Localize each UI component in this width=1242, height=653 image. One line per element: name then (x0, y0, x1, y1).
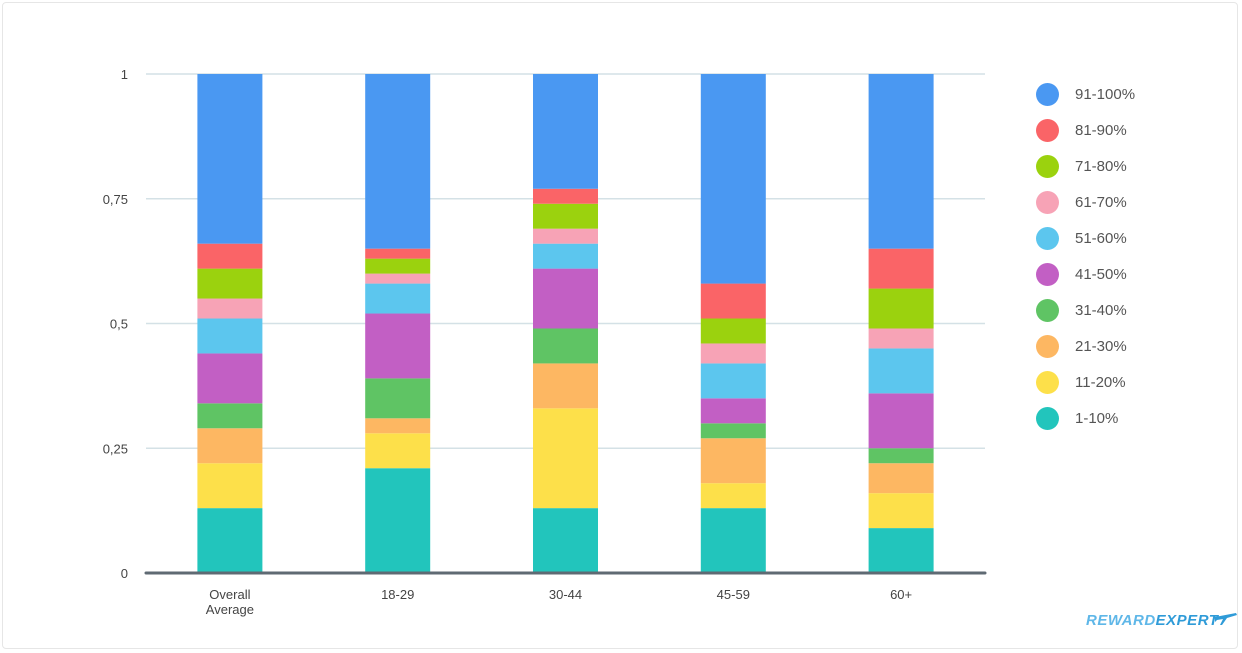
bar-segment (365, 313, 431, 379)
legend-item: 11-20% (1036, 364, 1135, 400)
legend-label: 41-50% (1075, 265, 1127, 283)
legend-label: 11-20% (1075, 373, 1126, 391)
legend-item: 51-60% (1036, 220, 1135, 256)
legend-swatch (1036, 370, 1059, 394)
bar-segment (365, 273, 431, 284)
bar-segment (533, 268, 598, 329)
legend-item: 1-10% (1036, 400, 1135, 436)
bar-segment (365, 468, 431, 573)
bar-segment (533, 203, 598, 229)
legend-label: 1-10% (1075, 409, 1119, 427)
bar-segment (868, 493, 934, 529)
bar-segment (868, 288, 934, 329)
bar-segment (700, 363, 766, 399)
legend-swatch (1036, 334, 1059, 358)
logo-text-expert: EXPERT (1155, 612, 1219, 629)
legend-label: 61-70% (1075, 193, 1127, 211)
legend-swatch (1036, 82, 1059, 106)
bar-segment (700, 508, 766, 573)
bar-segment (533, 363, 598, 409)
bar-segment (365, 378, 431, 419)
y-tick-label: 0,25 (103, 441, 128, 456)
y-tick-label: 0,5 (110, 317, 128, 332)
bar-segment (365, 433, 431, 469)
bar-segment (700, 423, 766, 439)
bar-segment (197, 428, 263, 464)
legend-label: 71-80% (1075, 157, 1127, 175)
legend-swatch (1036, 226, 1059, 250)
legend-label: 81-90% (1075, 121, 1127, 139)
bar-segment (197, 243, 263, 269)
bar-segment (533, 243, 598, 269)
bar-segment (197, 74, 263, 244)
legend-item: 81-90% (1036, 112, 1135, 148)
bar-segment (533, 74, 598, 189)
bar-segment (700, 483, 766, 509)
bar-segment (700, 318, 766, 344)
legend-label: 91-100% (1075, 85, 1136, 103)
bar-segment (197, 298, 263, 319)
y-tick-label: 0,75 (103, 192, 128, 207)
bar-segment (868, 248, 934, 289)
x-tick-label: 18-29 (381, 587, 414, 602)
legend-label: 51-60% (1075, 229, 1127, 247)
bar-segment (868, 74, 934, 249)
legend-swatch (1036, 262, 1059, 286)
legend-item: 61-70% (1036, 184, 1135, 220)
bar-segment (533, 408, 598, 509)
bar-segment (868, 463, 934, 494)
legend-item: 91-100% (1036, 76, 1135, 112)
bar-segment (868, 328, 934, 349)
logo-text-reward: REWARD (1086, 612, 1156, 629)
bar-segment (700, 283, 766, 319)
bar-segment (365, 74, 431, 249)
legend-label: 31-40% (1075, 301, 1127, 319)
bar-segment (533, 228, 598, 244)
legend-swatch (1036, 118, 1059, 142)
bar-segment (533, 188, 598, 204)
legend-label: 21-30% (1075, 337, 1127, 355)
bar-segment (868, 528, 934, 573)
legend-swatch (1036, 298, 1059, 322)
rewardexpert-logo: REWARD EXPERT (1086, 612, 1238, 629)
bar-segment (700, 438, 766, 484)
y-tick-label: 0 (121, 566, 128, 581)
bar-segment (533, 328, 598, 364)
legend-item: 21-30% (1036, 328, 1135, 364)
x-tick-label: 60+ (890, 587, 912, 602)
bar-segment (197, 508, 263, 573)
bar-segment (197, 318, 263, 354)
bar-segment (365, 283, 431, 314)
legend-swatch (1036, 406, 1059, 430)
bar-segment (365, 258, 431, 274)
bar-segment (700, 343, 766, 364)
legend-swatch (1036, 190, 1059, 214)
bar-segment (868, 348, 934, 394)
bar-segment (365, 418, 431, 434)
bar-segment (365, 248, 431, 259)
legend-swatch (1036, 154, 1059, 178)
bar-segment (868, 393, 934, 449)
y-tick-label: 1 (121, 67, 128, 82)
bar-segment (197, 463, 263, 509)
legend-item: 41-50% (1036, 256, 1135, 292)
bar-segment (197, 353, 263, 404)
bar-segment (700, 74, 766, 284)
bar-segment (197, 403, 263, 429)
x-tick-label: 30-44 (549, 587, 582, 602)
airplane-icon (1215, 612, 1238, 625)
x-tick-label: Average (206, 602, 254, 617)
x-tick-label: 45-59 (717, 587, 750, 602)
bar-segment (700, 398, 766, 424)
x-tick-label: Overall (209, 587, 250, 602)
bar-segment (533, 508, 598, 573)
legend: 91-100% 81-90% 71-80% 61-70% 51-60% 41-50% 31-… (1036, 76, 1135, 436)
bar-segment (197, 268, 263, 299)
legend-item: 31-40% (1036, 292, 1135, 328)
bar-segment (868, 448, 934, 464)
legend-item: 71-80% (1036, 148, 1135, 184)
